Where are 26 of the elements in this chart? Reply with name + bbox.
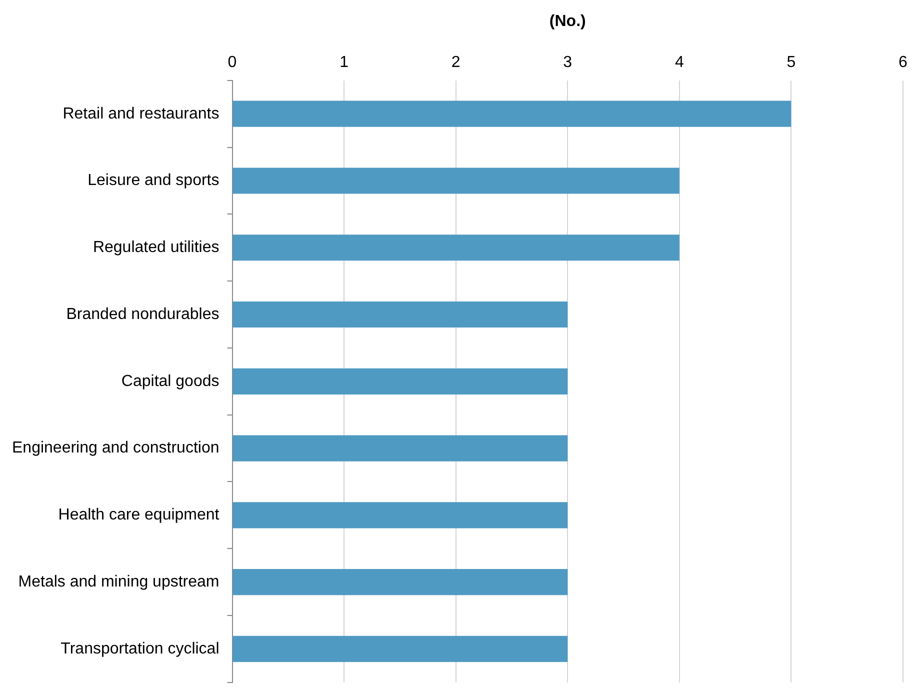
y-tick-label: Metals and mining upstream <box>18 573 220 590</box>
y-tick-label: Engineering and construction <box>12 440 220 457</box>
bar <box>232 368 568 394</box>
bar <box>232 502 568 528</box>
x-tick-label: 4 <box>674 54 684 72</box>
x-tick-label: 5 <box>786 54 796 72</box>
x-tick-label: 2 <box>451 54 460 72</box>
x-tick-label: 6 <box>898 54 908 72</box>
y-tick-label: Leisure and sports <box>88 172 220 190</box>
x-axis-title: (No.) <box>549 13 586 30</box>
bar <box>232 234 680 261</box>
x-tick-label: 3 <box>563 54 572 72</box>
y-tick-label: Capital goods <box>121 372 220 390</box>
y-tick-label: Regulated utilities <box>92 239 220 256</box>
x-tick-label: 1 <box>340 54 349 72</box>
bar <box>232 301 568 328</box>
bar <box>232 168 680 194</box>
y-tick-label: Transportation cyclical <box>60 640 220 658</box>
y-tick-label: Retail and restaurants <box>62 105 220 122</box>
x-tick-label: 0 <box>228 54 237 72</box>
y-tick-label: Branded nondurables <box>66 306 220 323</box>
y-tick-label: Health care equipment <box>58 506 220 524</box>
bar <box>232 100 792 127</box>
bar <box>232 435 568 462</box>
bar <box>232 636 568 662</box>
bar <box>232 569 568 596</box>
